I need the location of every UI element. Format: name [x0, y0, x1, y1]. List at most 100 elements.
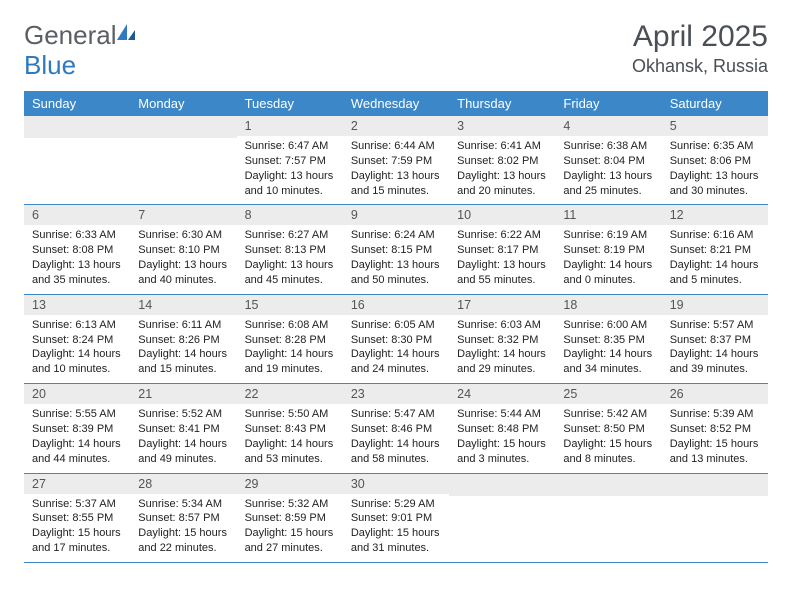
title-block: April 2025 Okhansk, Russia [632, 20, 768, 77]
day-number: 29 [237, 474, 343, 494]
calendar-cell: 30Sunrise: 5:29 AMSunset: 9:01 PMDayligh… [343, 473, 449, 562]
location-label: Okhansk, Russia [632, 56, 768, 77]
day-content: Sunrise: 6:19 AMSunset: 8:19 PMDaylight:… [555, 225, 661, 293]
day-content: Sunrise: 6:33 AMSunset: 8:08 PMDaylight:… [24, 225, 130, 293]
day-number: 25 [555, 384, 661, 404]
calendar-cell: 25Sunrise: 5:42 AMSunset: 8:50 PMDayligh… [555, 384, 661, 473]
day-content: Sunrise: 5:42 AMSunset: 8:50 PMDaylight:… [555, 404, 661, 472]
day-content: Sunrise: 6:24 AMSunset: 8:15 PMDaylight:… [343, 225, 449, 293]
day-content: Sunrise: 5:37 AMSunset: 8:55 PMDaylight:… [24, 494, 130, 562]
day-number: 21 [130, 384, 236, 404]
day-content: Sunrise: 5:44 AMSunset: 8:48 PMDaylight:… [449, 404, 555, 472]
day-content: Sunrise: 6:08 AMSunset: 8:28 PMDaylight:… [237, 315, 343, 383]
day-content: Sunrise: 6:13 AMSunset: 8:24 PMDaylight:… [24, 315, 130, 383]
calendar-cell: 6Sunrise: 6:33 AMSunset: 8:08 PMDaylight… [24, 205, 130, 294]
day-content: Sunrise: 6:30 AMSunset: 8:10 PMDaylight:… [130, 225, 236, 293]
calendar-cell: 7Sunrise: 6:30 AMSunset: 8:10 PMDaylight… [130, 205, 236, 294]
day-number: 10 [449, 205, 555, 225]
calendar-cell [130, 116, 236, 205]
day-number: 13 [24, 295, 130, 315]
day-number: 24 [449, 384, 555, 404]
day-number: 5 [662, 116, 768, 136]
day-content: Sunrise: 6:05 AMSunset: 8:30 PMDaylight:… [343, 315, 449, 383]
day-number: 11 [555, 205, 661, 225]
calendar-cell: 10Sunrise: 6:22 AMSunset: 8:17 PMDayligh… [449, 205, 555, 294]
calendar-cell: 27Sunrise: 5:37 AMSunset: 8:55 PMDayligh… [24, 473, 130, 562]
day-header-friday: Friday [555, 91, 661, 116]
day-content: Sunrise: 6:47 AMSunset: 7:57 PMDaylight:… [237, 136, 343, 204]
calendar-cell: 5Sunrise: 6:35 AMSunset: 8:06 PMDaylight… [662, 116, 768, 205]
day-header-thursday: Thursday [449, 91, 555, 116]
calendar-cell: 1Sunrise: 6:47 AMSunset: 7:57 PMDaylight… [237, 116, 343, 205]
day-content: Sunrise: 6:22 AMSunset: 8:17 PMDaylight:… [449, 225, 555, 293]
day-number: 7 [130, 205, 236, 225]
day-number: 30 [343, 474, 449, 494]
calendar-table: SundayMondayTuesdayWednesdayThursdayFrid… [24, 91, 768, 563]
calendar-cell: 19Sunrise: 5:57 AMSunset: 8:37 PMDayligh… [662, 294, 768, 383]
calendar-cell: 29Sunrise: 5:32 AMSunset: 8:59 PMDayligh… [237, 473, 343, 562]
calendar-cell: 28Sunrise: 5:34 AMSunset: 8:57 PMDayligh… [130, 473, 236, 562]
day-number: 14 [130, 295, 236, 315]
day-content: Sunrise: 5:32 AMSunset: 8:59 PMDaylight:… [237, 494, 343, 562]
brand-name-2: Blue [24, 50, 76, 80]
day-content: Sunrise: 5:39 AMSunset: 8:52 PMDaylight:… [662, 404, 768, 472]
calendar-cell: 9Sunrise: 6:24 AMSunset: 8:15 PMDaylight… [343, 205, 449, 294]
calendar-cell: 23Sunrise: 5:47 AMSunset: 8:46 PMDayligh… [343, 384, 449, 473]
brand-name-1: General [24, 20, 117, 51]
day-content: Sunrise: 6:03 AMSunset: 8:32 PMDaylight:… [449, 315, 555, 383]
day-content: Sunrise: 6:11 AMSunset: 8:26 PMDaylight:… [130, 315, 236, 383]
calendar-cell: 18Sunrise: 6:00 AMSunset: 8:35 PMDayligh… [555, 294, 661, 383]
calendar-cell: 15Sunrise: 6:08 AMSunset: 8:28 PMDayligh… [237, 294, 343, 383]
day-number: 8 [237, 205, 343, 225]
day-header-row: SundayMondayTuesdayWednesdayThursdayFrid… [24, 91, 768, 116]
day-number: 20 [24, 384, 130, 404]
day-number: 27 [24, 474, 130, 494]
day-number: 4 [555, 116, 661, 136]
calendar-cell: 17Sunrise: 6:03 AMSunset: 8:32 PMDayligh… [449, 294, 555, 383]
day-number: 1 [237, 116, 343, 136]
day-content: Sunrise: 5:57 AMSunset: 8:37 PMDaylight:… [662, 315, 768, 383]
day-content: Sunrise: 6:38 AMSunset: 8:04 PMDaylight:… [555, 136, 661, 204]
day-number: 28 [130, 474, 236, 494]
calendar-cell: 22Sunrise: 5:50 AMSunset: 8:43 PMDayligh… [237, 384, 343, 473]
month-title: April 2025 [632, 20, 768, 54]
calendar-cell: 14Sunrise: 6:11 AMSunset: 8:26 PMDayligh… [130, 294, 236, 383]
day-header-tuesday: Tuesday [237, 91, 343, 116]
calendar-cell: 8Sunrise: 6:27 AMSunset: 8:13 PMDaylight… [237, 205, 343, 294]
day-number: 17 [449, 295, 555, 315]
calendar-cell: 4Sunrise: 6:38 AMSunset: 8:04 PMDaylight… [555, 116, 661, 205]
calendar-cell [555, 473, 661, 562]
day-number: 12 [662, 205, 768, 225]
calendar-cell [449, 473, 555, 562]
brand-name-2-wrap: Blue [24, 50, 76, 81]
calendar-cell: 20Sunrise: 5:55 AMSunset: 8:39 PMDayligh… [24, 384, 130, 473]
day-number: 23 [343, 384, 449, 404]
brand-sail-icon [115, 22, 137, 49]
calendar-cell: 26Sunrise: 5:39 AMSunset: 8:52 PMDayligh… [662, 384, 768, 473]
calendar-cell: 3Sunrise: 6:41 AMSunset: 8:02 PMDaylight… [449, 116, 555, 205]
day-number: 15 [237, 295, 343, 315]
page-header: General April 2025 Okhansk, Russia [24, 20, 768, 77]
day-header-wednesday: Wednesday [343, 91, 449, 116]
day-number: 26 [662, 384, 768, 404]
brand-logo: General [24, 20, 139, 51]
day-content: Sunrise: 6:27 AMSunset: 8:13 PMDaylight:… [237, 225, 343, 293]
day-number: 6 [24, 205, 130, 225]
calendar-cell: 12Sunrise: 6:16 AMSunset: 8:21 PMDayligh… [662, 205, 768, 294]
week-row: 13Sunrise: 6:13 AMSunset: 8:24 PMDayligh… [24, 294, 768, 383]
day-number: 16 [343, 295, 449, 315]
day-content: Sunrise: 5:55 AMSunset: 8:39 PMDaylight:… [24, 404, 130, 472]
day-content: Sunrise: 5:52 AMSunset: 8:41 PMDaylight:… [130, 404, 236, 472]
calendar-cell: 2Sunrise: 6:44 AMSunset: 7:59 PMDaylight… [343, 116, 449, 205]
week-row: 1Sunrise: 6:47 AMSunset: 7:57 PMDaylight… [24, 116, 768, 205]
calendar-cell: 11Sunrise: 6:19 AMSunset: 8:19 PMDayligh… [555, 205, 661, 294]
day-number: 19 [662, 295, 768, 315]
calendar-cell: 24Sunrise: 5:44 AMSunset: 8:48 PMDayligh… [449, 384, 555, 473]
week-row: 20Sunrise: 5:55 AMSunset: 8:39 PMDayligh… [24, 384, 768, 473]
day-number: 2 [343, 116, 449, 136]
calendar-cell: 13Sunrise: 6:13 AMSunset: 8:24 PMDayligh… [24, 294, 130, 383]
day-number: 3 [449, 116, 555, 136]
week-row: 27Sunrise: 5:37 AMSunset: 8:55 PMDayligh… [24, 473, 768, 562]
day-content: Sunrise: 6:44 AMSunset: 7:59 PMDaylight:… [343, 136, 449, 204]
day-header-sunday: Sunday [24, 91, 130, 116]
